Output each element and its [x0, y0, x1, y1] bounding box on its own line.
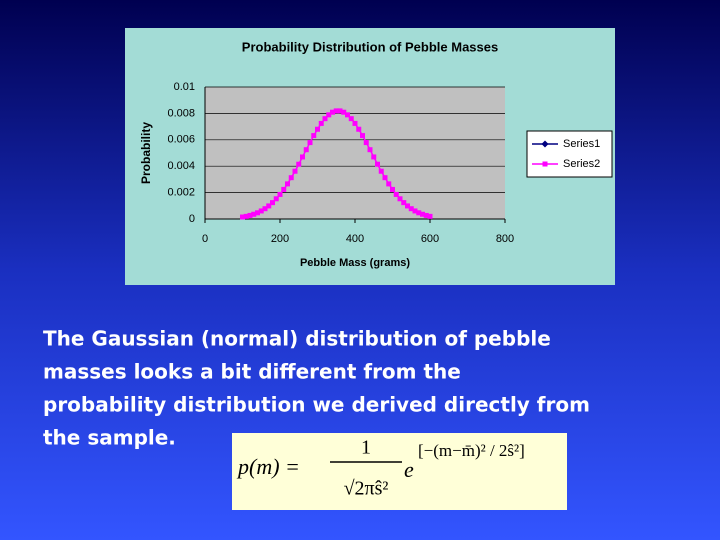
- formula-lhs: p(m) =: [236, 454, 300, 479]
- data-point: [333, 108, 339, 114]
- data-point: [423, 212, 429, 218]
- data-point: [326, 112, 332, 118]
- x-tick-label: 600: [421, 233, 439, 245]
- data-point: [318, 120, 324, 126]
- data-point: [371, 154, 377, 160]
- legend-marker: [541, 140, 549, 148]
- y-tick-label: 0.01: [174, 81, 195, 93]
- y-tick-label: 0.008: [167, 107, 195, 119]
- data-point: [251, 211, 257, 217]
- data-point: [382, 175, 388, 181]
- x-tick-label: 400: [346, 233, 364, 245]
- data-point: [330, 109, 335, 115]
- data-point: [262, 206, 268, 212]
- data-point: [427, 213, 433, 219]
- data-point: [363, 140, 369, 146]
- data-point: [408, 206, 414, 212]
- data-point: [345, 112, 350, 118]
- data-point: [296, 161, 302, 167]
- data-point: [397, 196, 403, 202]
- formula-numerator: 1: [361, 437, 371, 459]
- data-point: [367, 147, 373, 153]
- formula-base: e: [404, 457, 414, 482]
- caption-line: The Gaussian (normal) distribution of pe…: [43, 327, 551, 351]
- data-point: [281, 186, 287, 192]
- data-point: [255, 210, 260, 216]
- data-point: [311, 133, 317, 139]
- legend-label: Series1: [563, 138, 600, 150]
- data-point: [292, 168, 298, 174]
- data-point: [322, 116, 328, 122]
- data-point: [307, 140, 313, 146]
- data-point: [288, 175, 294, 181]
- legend: [526, 130, 613, 178]
- y-tick-label: 0.006: [167, 134, 195, 146]
- data-point: [416, 210, 422, 216]
- caption-line: probability distribution we derived dire…: [43, 393, 590, 417]
- data-point: [386, 181, 392, 187]
- data-point: [303, 147, 309, 153]
- x-tick-label: 0: [202, 233, 208, 245]
- data-point: [270, 200, 275, 206]
- data-point: [360, 133, 365, 139]
- data-point: [240, 214, 245, 220]
- data-point: [390, 186, 395, 192]
- data-point: [315, 126, 320, 132]
- formula-exponent: [−(m−m̄)² / 2ŝ²]: [418, 441, 525, 460]
- plot-area: [205, 87, 505, 219]
- data-point: [378, 168, 384, 174]
- data-point: [420, 211, 425, 217]
- data-point: [393, 191, 399, 197]
- data-point: [375, 161, 380, 167]
- y-axis-label: Probability: [139, 122, 153, 184]
- data-point: [300, 154, 305, 160]
- data-point: [285, 181, 290, 187]
- data-point: [337, 108, 343, 114]
- data-point: [401, 200, 407, 206]
- x-axis-label: Pebble Mass (grams): [300, 257, 410, 269]
- y-tick-label: 0.002: [167, 187, 195, 199]
- formula-box: [232, 433, 567, 510]
- data-point: [356, 126, 362, 132]
- x-tick-label: 800: [496, 233, 514, 245]
- formula-denominator: √2πŝ²: [344, 478, 389, 500]
- legend-marker: [542, 161, 548, 167]
- chart-title: Probability Distribution of Pebble Masse…: [242, 39, 498, 54]
- data-point: [412, 208, 418, 214]
- x-tick-label: 200: [271, 233, 289, 245]
- caption-line: masses looks a bit different from the: [43, 360, 461, 384]
- data-point: [273, 196, 279, 202]
- data-point: [341, 109, 347, 115]
- data-point: [277, 191, 283, 197]
- data-point: [405, 203, 410, 209]
- caption-line: the sample.: [43, 426, 176, 450]
- data-point: [247, 212, 253, 218]
- y-tick-label: 0.004: [167, 160, 195, 172]
- y-tick-label: 0: [189, 213, 195, 225]
- data-point: [266, 203, 272, 209]
- data-point: [352, 120, 358, 126]
- data-point: [348, 116, 354, 122]
- legend-label: Series2: [563, 158, 600, 170]
- data-point: [243, 213, 249, 219]
- data-point: [258, 208, 264, 214]
